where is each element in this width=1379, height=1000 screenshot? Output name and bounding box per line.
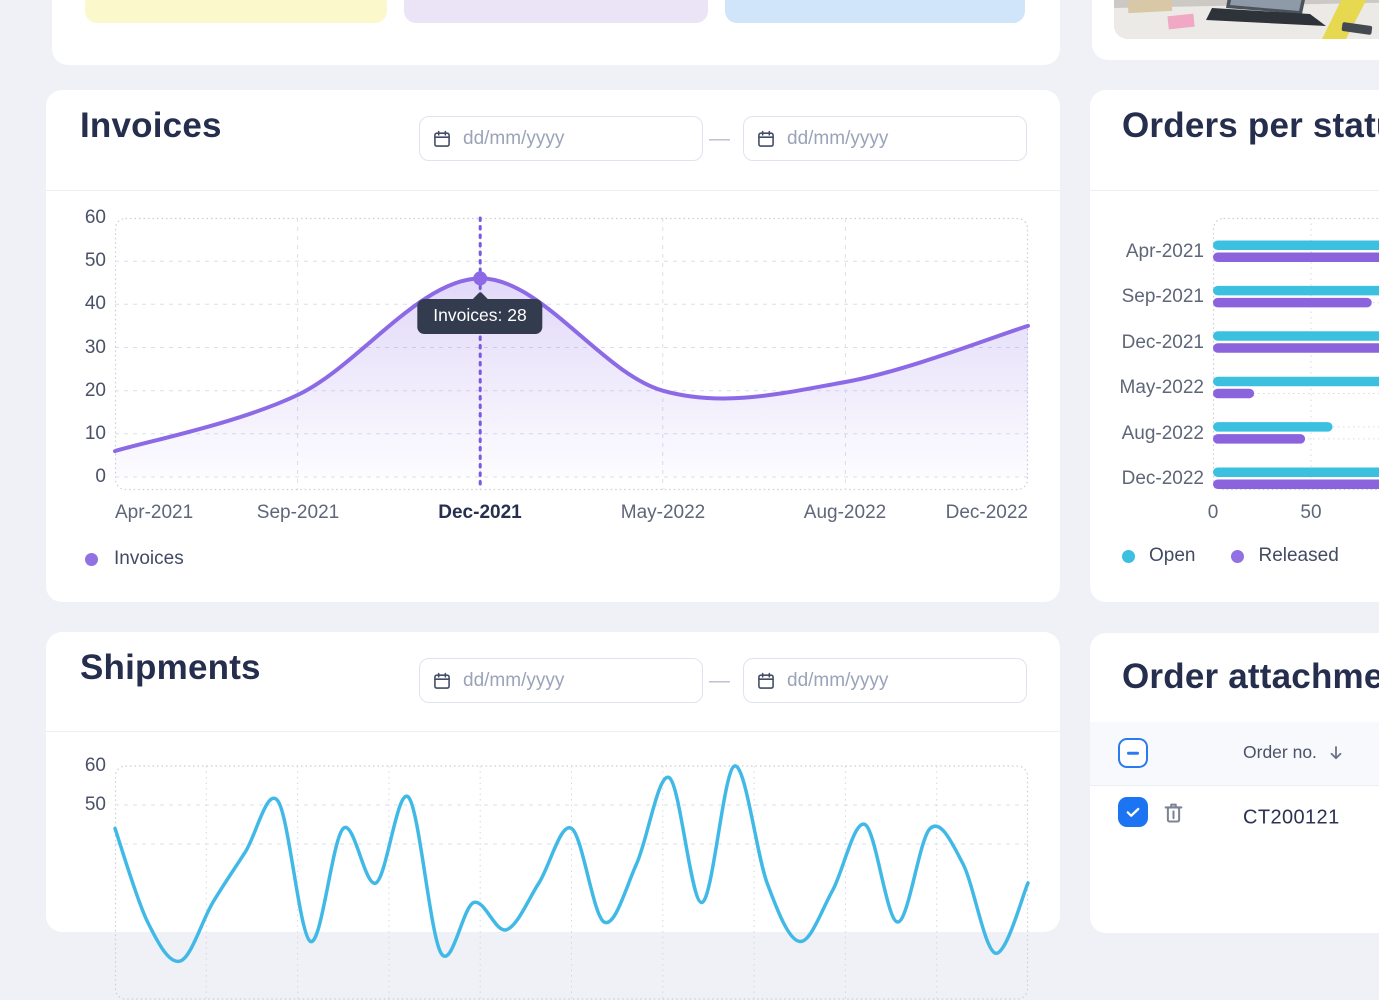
select-all-checkbox[interactable] <box>1118 738 1148 768</box>
y-tick-label: 50 <box>46 250 106 272</box>
calendar-icon <box>756 129 776 149</box>
shipments-date-from[interactable] <box>419 658 703 703</box>
orders-legend: Open Released <box>1122 545 1339 567</box>
table-header-row: Order no. <box>1090 722 1379 785</box>
x-tick-label: Sep-2021 <box>257 502 339 524</box>
x-tick-label: May-2022 <box>621 502 706 524</box>
sort-desc-icon <box>1327 744 1345 762</box>
row-checkbox[interactable] <box>1118 797 1148 827</box>
check-icon <box>1124 803 1142 821</box>
y-tick-label: 40 <box>46 293 106 315</box>
shipments-title: Shipments <box>80 648 261 688</box>
legend-dot-open <box>1122 550 1135 563</box>
x-tick-label: 0 <box>1208 502 1219 524</box>
summary-chip-lavender <box>404 0 708 23</box>
shipments-date-to[interactable] <box>743 658 1027 703</box>
y-tick-label: 50 <box>46 794 106 816</box>
y-tick-label: 10 <box>46 423 106 445</box>
y-tick-label: 0 <box>46 466 106 488</box>
y-tick-label: 20 <box>46 380 106 402</box>
orders-title: Orders per status <box>1122 106 1379 146</box>
invoices-card: Invoices — 60 50 40 30 20 10 0 <box>46 90 1060 602</box>
calendar-icon <box>756 671 776 691</box>
invoices-date-from-input[interactable] <box>463 128 690 150</box>
x-tick-label: Apr-2021 <box>115 502 193 524</box>
date-range-separator: — <box>709 127 730 151</box>
category-label: May-2022 <box>1090 377 1204 399</box>
invoices-date-from[interactable] <box>419 116 703 161</box>
x-tick-label: 50 <box>1300 502 1321 524</box>
invoices-area-chart[interactable] <box>115 218 1028 490</box>
card-divider <box>46 731 1060 732</box>
calendar-icon <box>432 671 452 691</box>
shipments-line-chart[interactable] <box>115 755 1028 1000</box>
card-divider <box>1090 190 1379 191</box>
category-label: Sep-2021 <box>1090 286 1204 308</box>
category-label: Aug-2022 <box>1090 423 1204 445</box>
column-header-order-no[interactable]: Order no. <box>1243 742 1345 763</box>
category-label: Dec-2021 <box>1090 332 1204 354</box>
chart-tooltip: Invoices: 28 <box>417 299 542 334</box>
card-divider <box>46 190 1060 191</box>
summary-chip-blue <box>725 0 1025 23</box>
delete-attachment-button[interactable] <box>1160 799 1187 826</box>
legend-label: Invoices <box>114 548 184 570</box>
table-row[interactable]: CT200121 <box>1090 785 1379 850</box>
date-range-separator: — <box>709 669 730 693</box>
legend-dot-invoices <box>85 553 98 566</box>
invoices-date-to[interactable] <box>743 116 1027 161</box>
invoices-date-to-input[interactable] <box>787 128 1014 150</box>
legend-dot-released <box>1231 550 1244 563</box>
dashboard-page: { "top_summary": { "chips": [ {"name": "… <box>0 0 1379 829</box>
y-tick-label: 30 <box>46 337 106 359</box>
trash-icon <box>1160 799 1187 826</box>
y-tick-label: 60 <box>46 207 106 229</box>
order-no-cell: CT200121 <box>1243 807 1340 830</box>
x-tick-label-highlighted: Dec-2021 <box>438 502 521 524</box>
orders-bar-chart[interactable] <box>1213 218 1379 490</box>
photo-card <box>1092 0 1379 60</box>
orders-card: Orders per status Apr-2021 Sep-2021 Dec-… <box>1090 90 1379 602</box>
column-header-label: Order no. <box>1243 742 1317 763</box>
y-tick-label: 60 <box>46 755 106 777</box>
x-tick-label: Dec-2022 <box>946 502 1028 524</box>
team-photo <box>1114 0 1379 39</box>
x-tick-label: Aug-2022 <box>804 502 886 524</box>
attachments-title: Order attachments <box>1122 657 1379 697</box>
legend-label-released: Released <box>1258 545 1338 567</box>
shipments-date-to-input[interactable] <box>787 670 1014 692</box>
shipments-card: Shipments — 60 50 <box>46 632 1060 932</box>
indeterminate-mark <box>1127 752 1139 755</box>
summary-chip-yellow <box>85 0 387 23</box>
attachments-card: Order attachments Order no. CT200121 <box>1090 633 1379 933</box>
invoices-title: Invoices <box>80 106 222 146</box>
category-label: Dec-2022 <box>1090 468 1204 490</box>
invoices-legend: Invoices <box>85 548 184 570</box>
shipments-date-from-input[interactable] <box>463 670 690 692</box>
calendar-icon <box>432 129 452 149</box>
category-label: Apr-2021 <box>1090 241 1204 263</box>
summary-card <box>52 0 1060 65</box>
legend-label-open: Open <box>1149 545 1195 567</box>
